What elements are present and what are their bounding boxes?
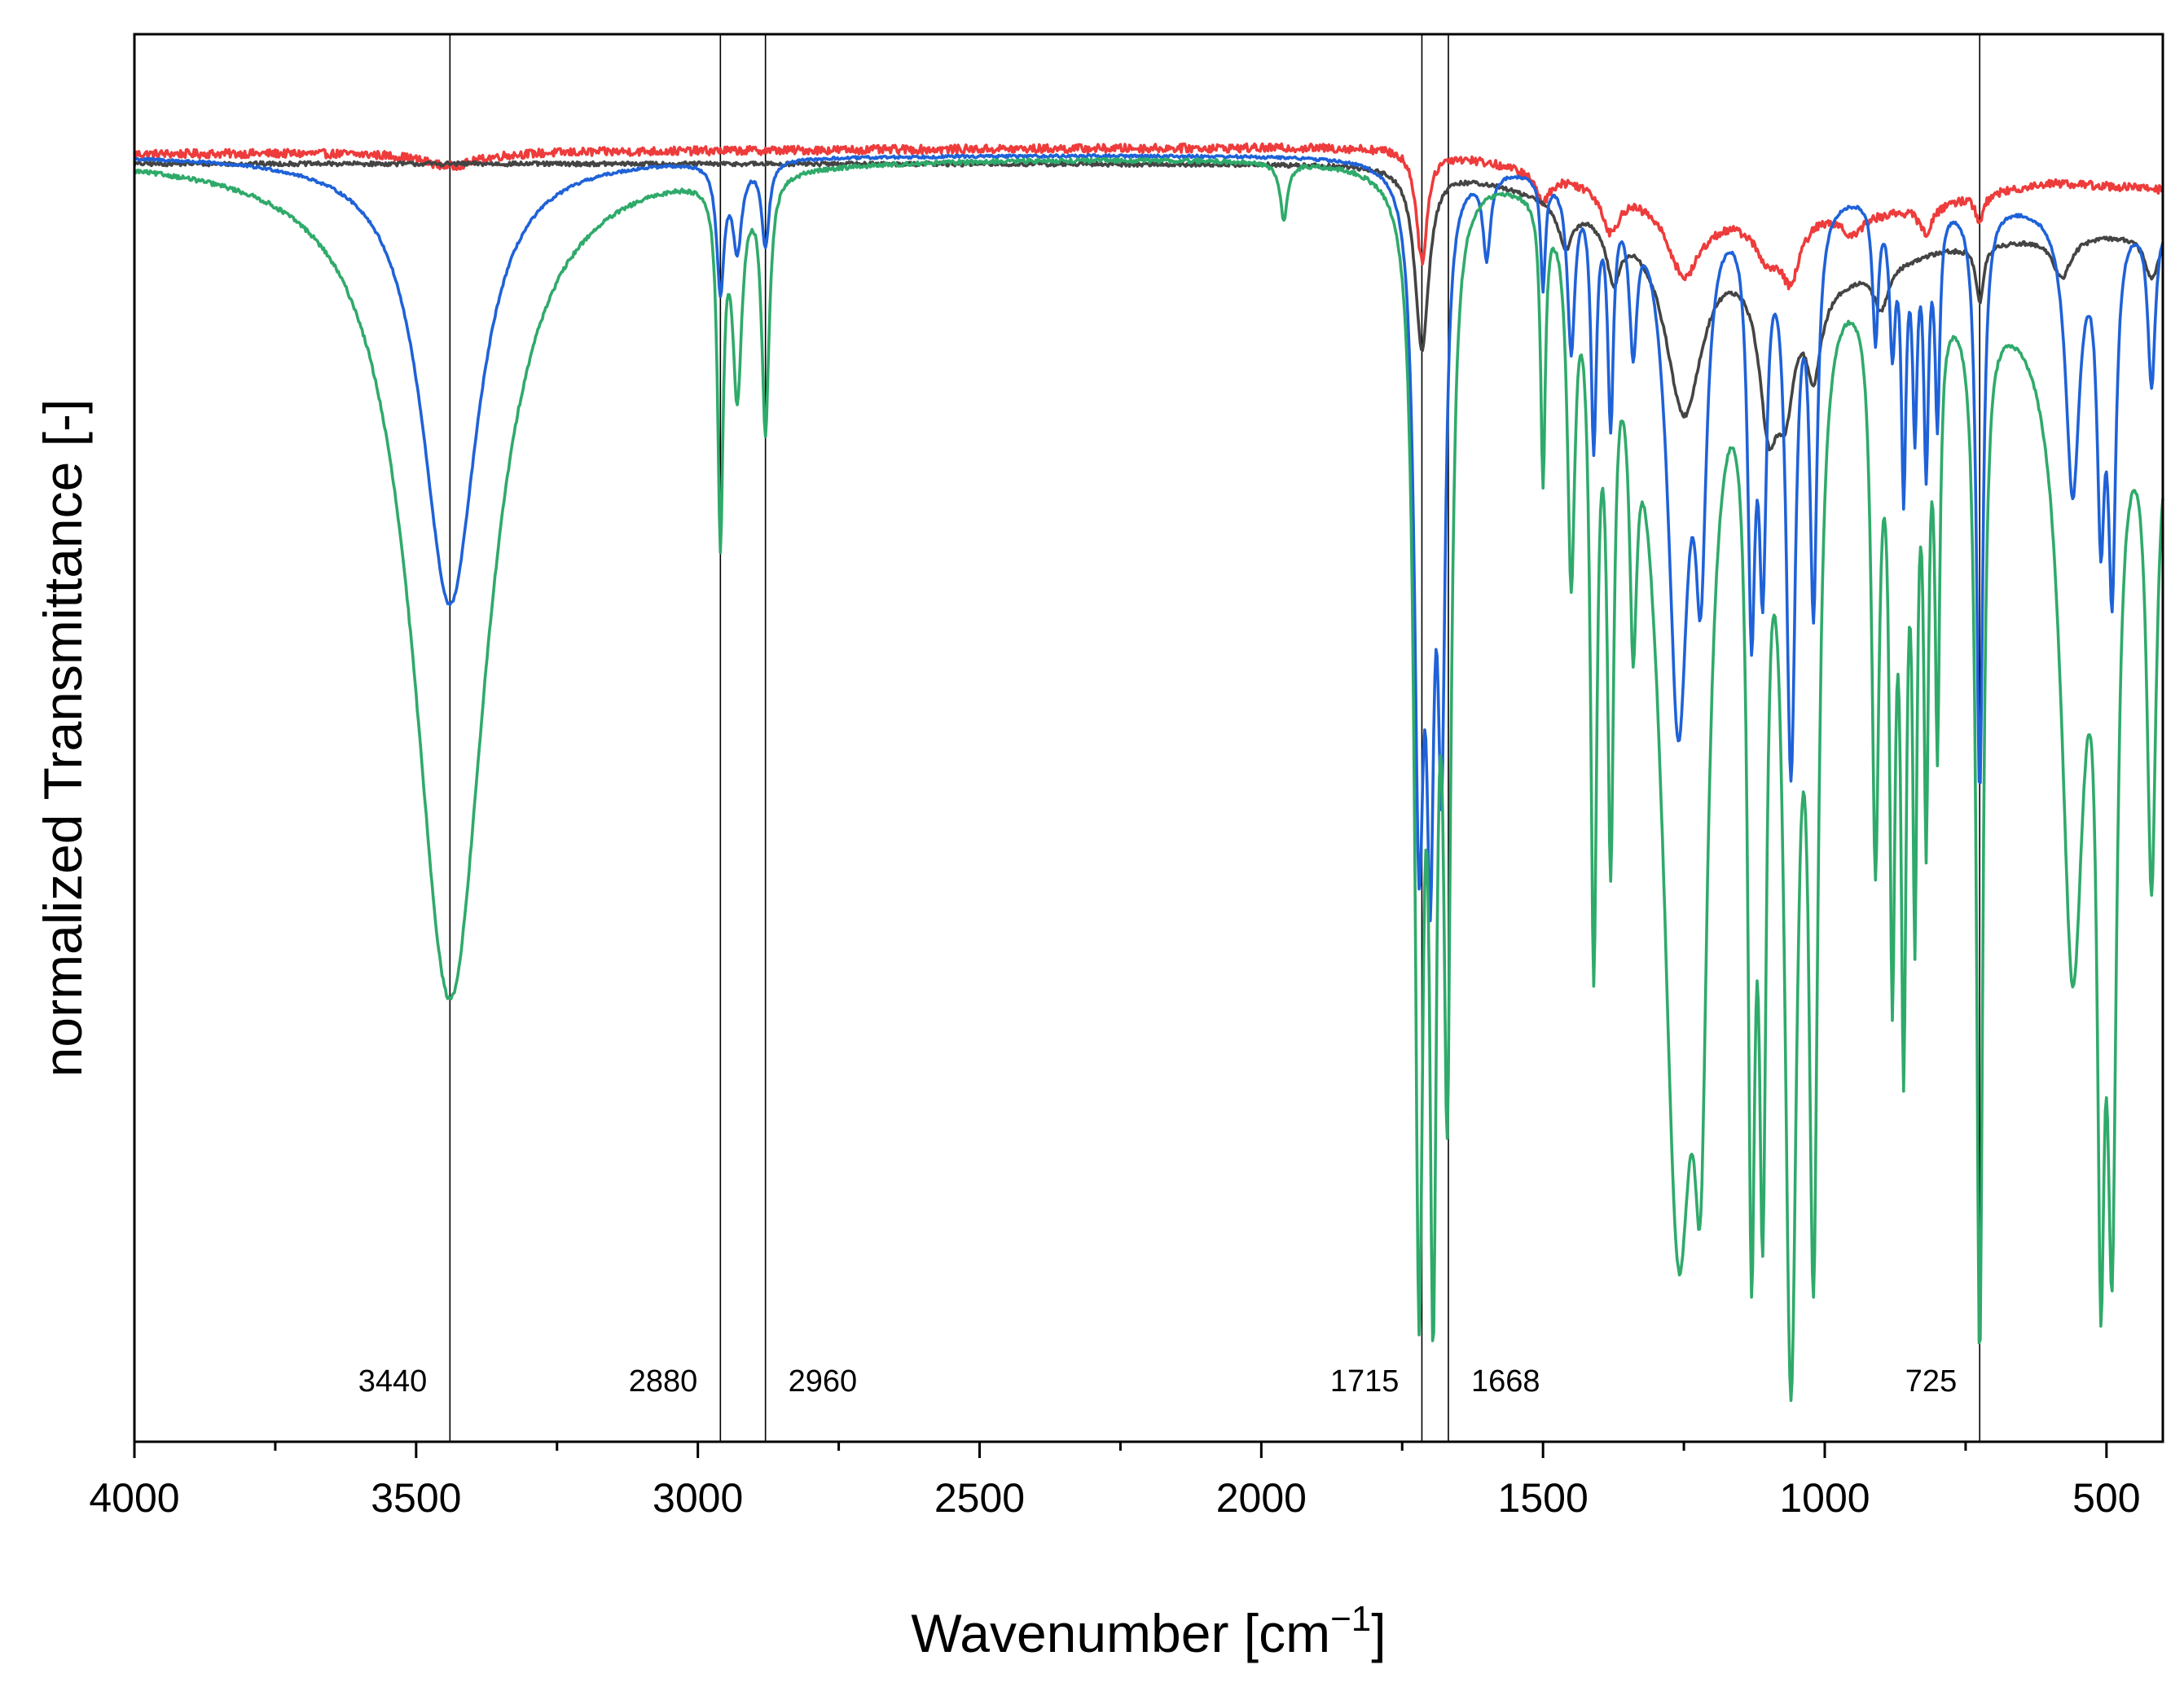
y-axis-title: normalized Transmittance [-] — [33, 399, 93, 1078]
x-tick-label: 2500 — [934, 1475, 1025, 1521]
reference-line-label: 725 — [1905, 1364, 1957, 1399]
plot-frame — [133, 33, 2164, 1443]
x-tick-label: 2000 — [1216, 1475, 1307, 1521]
spectrum-series-4 — [133, 156, 2164, 1403]
spectrum-series-2 — [133, 160, 2164, 451]
x-axis-title-sup: −1 — [1330, 1599, 1371, 1639]
spectrum-series-3 — [134, 153, 2164, 923]
reference-lines: 3440 2880 2960 1715 1668 725 — [358, 34, 1981, 1442]
x-tick-label: 1000 — [1779, 1475, 1870, 1521]
reference-line-label: 1715 — [1330, 1364, 1400, 1399]
x-axis-title: Wavenumber [cm−1] — [911, 1599, 1386, 1663]
x-tick-label: 1500 — [1498, 1475, 1589, 1521]
x-axis: 4000 3500 3000 2500 2000 1500 1000 500 — [89, 1442, 2141, 1521]
x-tick-label: 500 — [2072, 1475, 2140, 1521]
reference-line-label: 2960 — [789, 1364, 858, 1399]
x-tick-label: 3500 — [371, 1475, 461, 1521]
reference-line-label: 2880 — [629, 1364, 698, 1399]
series-layer — [133, 142, 2164, 1403]
reference-line-label: 3440 — [358, 1364, 428, 1399]
x-tick-label: 4000 — [89, 1475, 179, 1521]
x-tick-label: 3000 — [653, 1475, 743, 1521]
reference-line-label: 1668 — [1471, 1364, 1540, 1399]
x-axis-title-main: Wavenumber [cm — [911, 1603, 1330, 1663]
x-axis-title-end: ] — [1371, 1603, 1386, 1663]
